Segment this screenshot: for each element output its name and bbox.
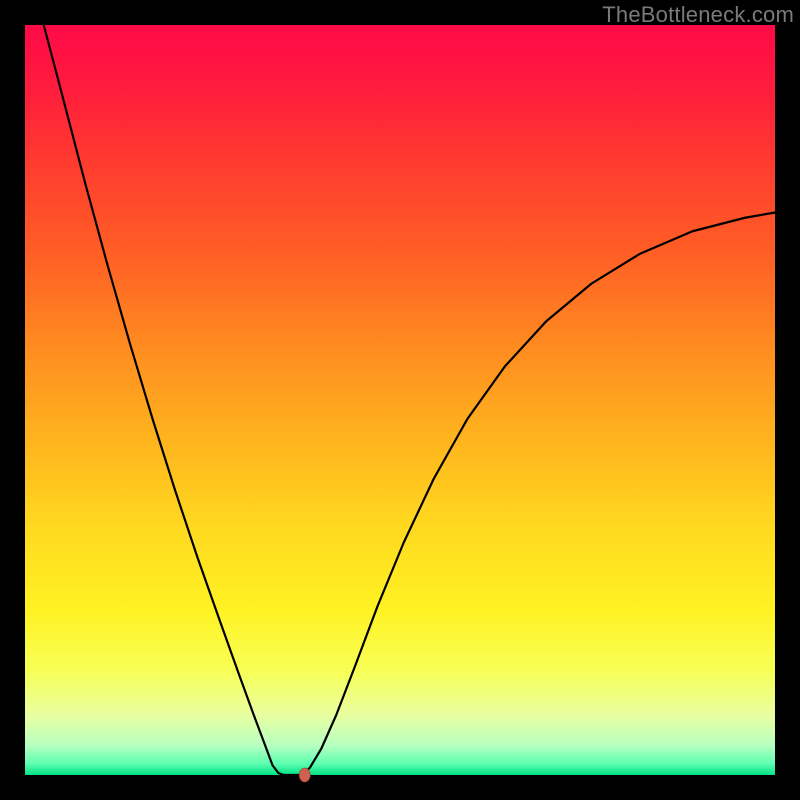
bottleneck-chart: [0, 0, 800, 800]
plot-background-gradient: [25, 25, 775, 775]
watermark-text: TheBottleneck.com: [602, 2, 794, 28]
optimal-point-marker: [299, 768, 310, 782]
